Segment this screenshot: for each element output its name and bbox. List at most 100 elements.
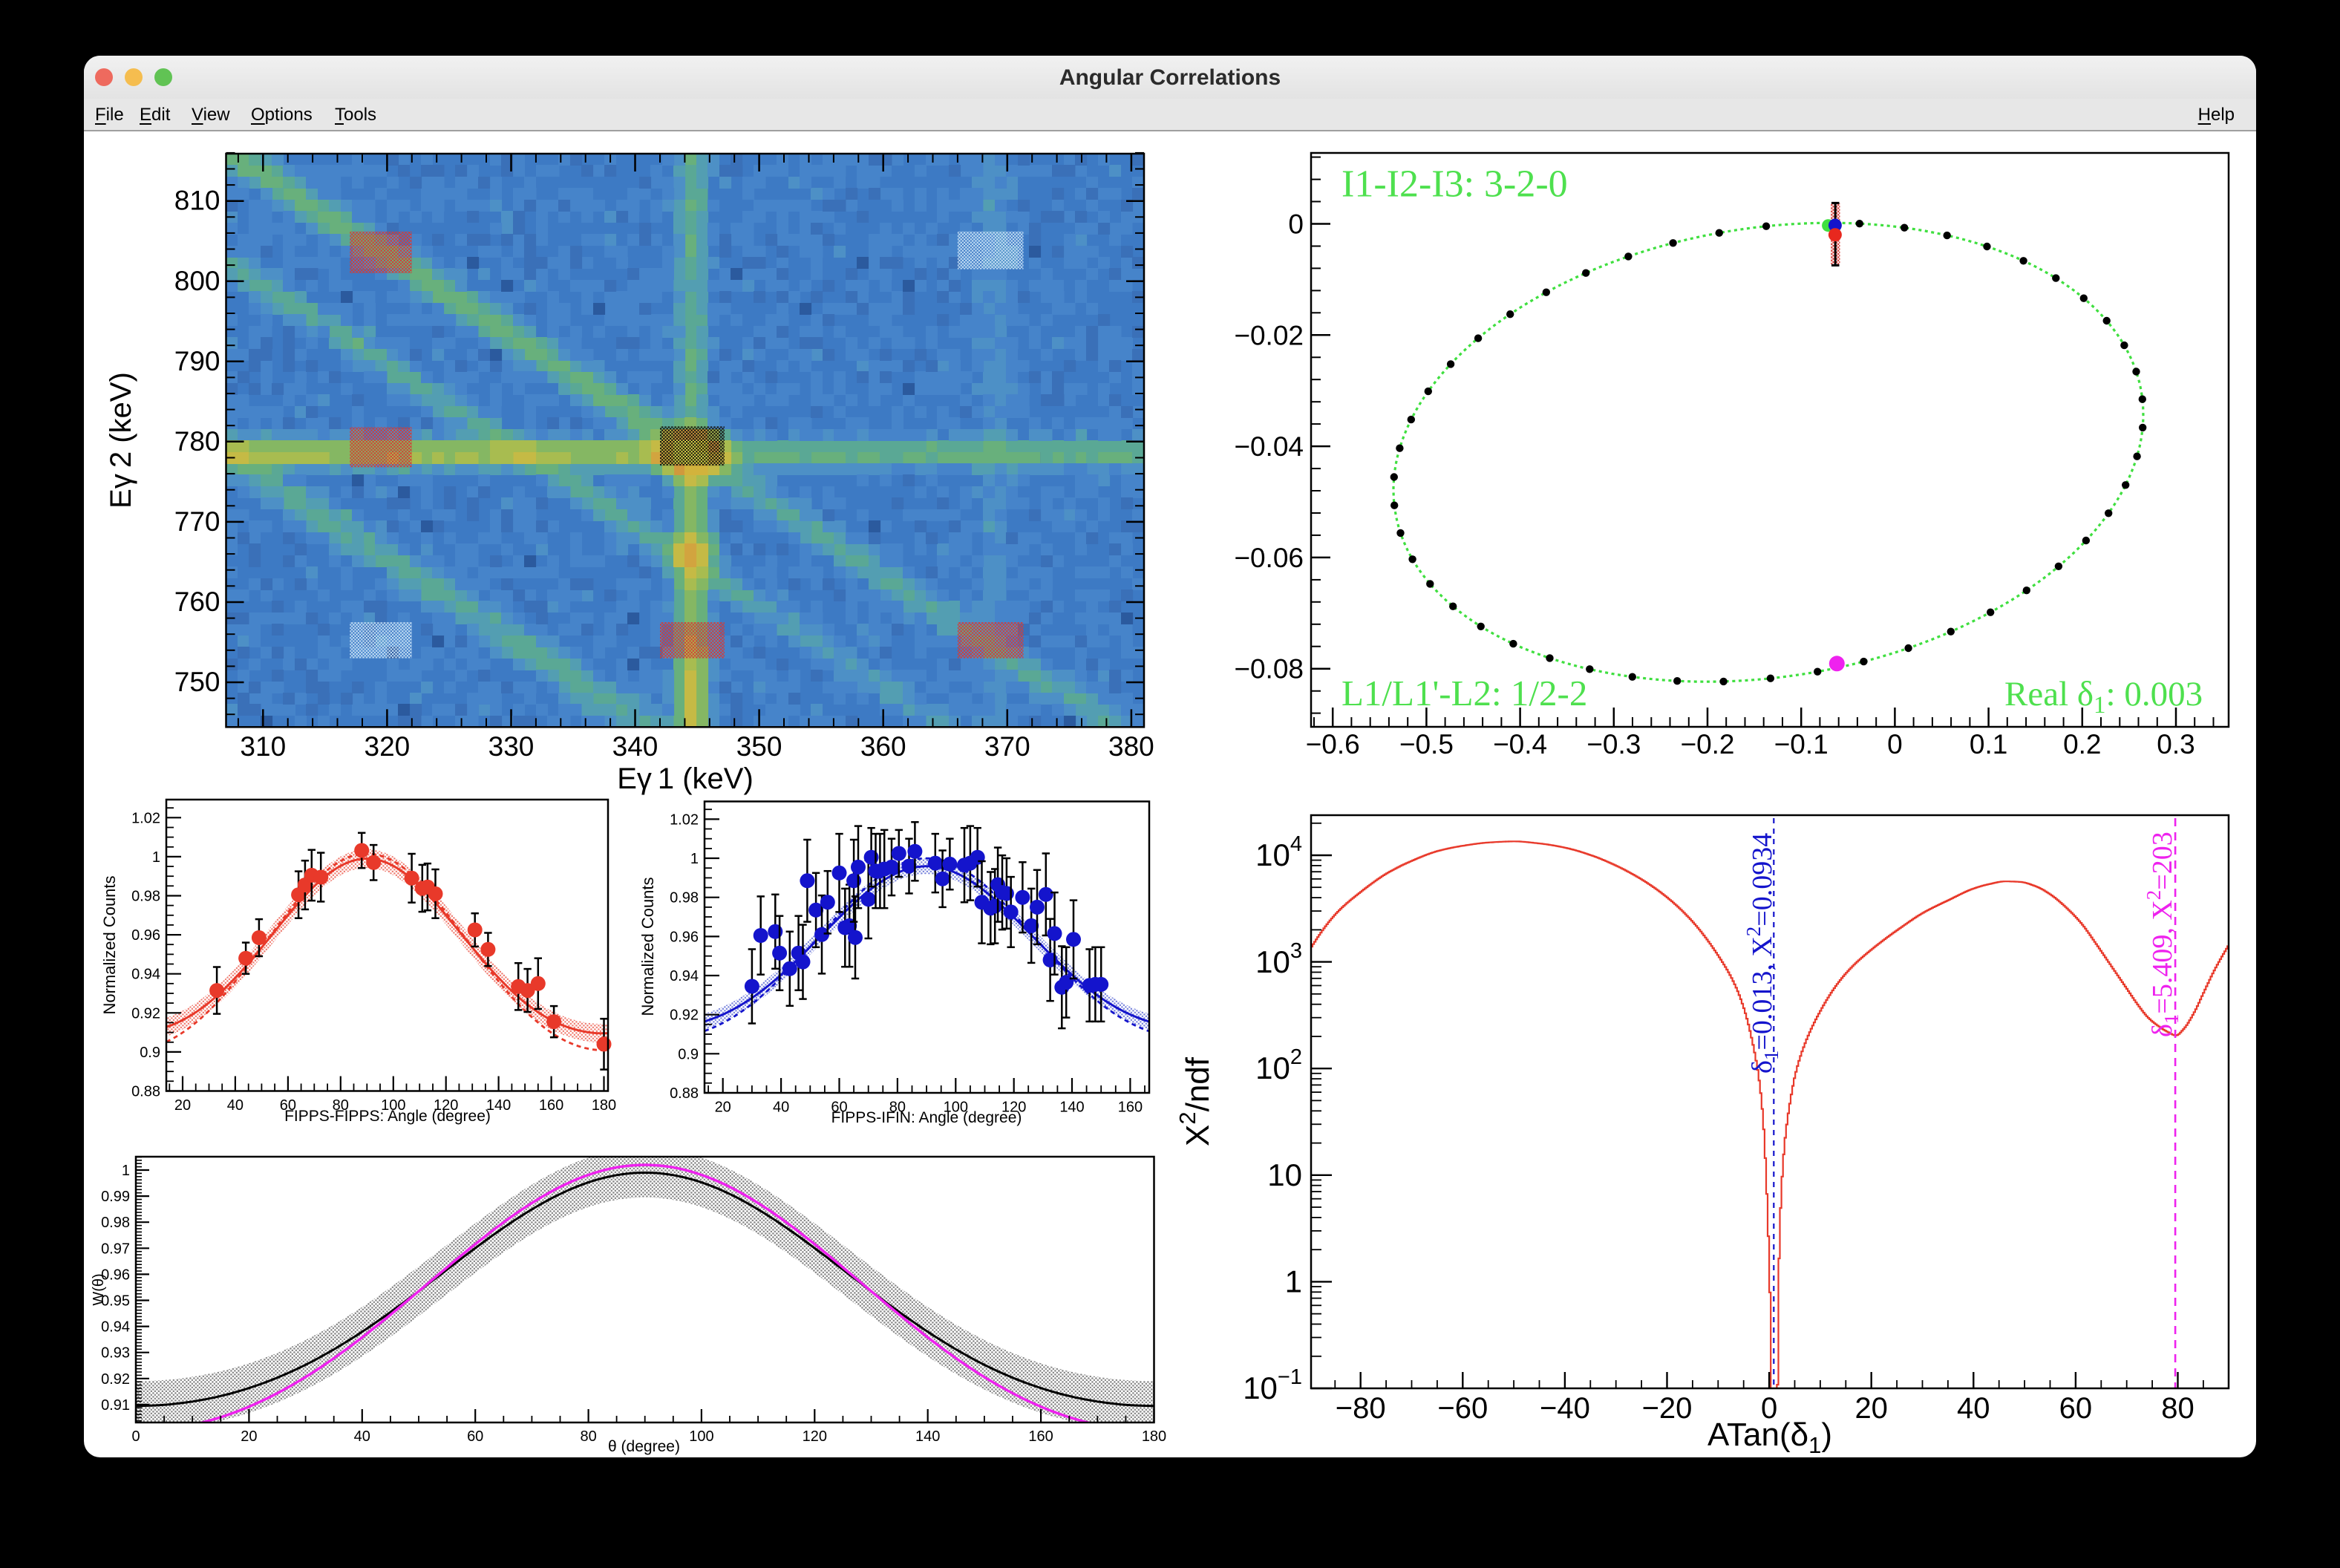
svg-text:1.02: 1.02 <box>131 810 160 826</box>
svg-text:0.9: 0.9 <box>140 1045 160 1061</box>
svg-text:−80: −80 <box>1336 1392 1386 1425</box>
svg-text:0.88: 0.88 <box>670 1085 699 1102</box>
svg-text:θ (degree): θ (degree) <box>608 1438 680 1455</box>
svg-text:370: 370 <box>984 731 1030 762</box>
svg-text:140: 140 <box>915 1428 940 1445</box>
svg-text:1: 1 <box>690 851 699 867</box>
svg-text:760: 760 <box>174 587 220 617</box>
svg-text:0: 0 <box>1887 729 1903 760</box>
svg-text:20: 20 <box>715 1100 731 1116</box>
svg-text:102: 102 <box>1255 1045 1302 1085</box>
svg-text:Normalized Counts: Normalized Counts <box>100 875 119 1014</box>
svg-text:160: 160 <box>1028 1428 1053 1445</box>
svg-text:0.96: 0.96 <box>670 929 699 945</box>
svg-text:−0.5: −0.5 <box>1399 729 1454 760</box>
svg-text:0.1: 0.1 <box>1970 729 2007 760</box>
svg-text:770: 770 <box>174 506 220 537</box>
svg-text:810: 810 <box>174 186 220 216</box>
svg-text:0.94: 0.94 <box>101 1319 130 1336</box>
svg-text:0: 0 <box>1761 1392 1777 1425</box>
svg-text:0.96: 0.96 <box>131 927 160 944</box>
svg-text:0.92: 0.92 <box>670 1007 699 1024</box>
svg-text:0.94: 0.94 <box>131 967 160 983</box>
svg-text:310: 310 <box>240 731 286 762</box>
svg-text:380: 380 <box>1108 731 1154 762</box>
svg-text:320: 320 <box>365 731 411 762</box>
svg-text:160: 160 <box>1118 1100 1143 1116</box>
svg-text:FIPPS-FIPPS: Angle (degree): FIPPS-FIPPS: Angle (degree) <box>284 1108 491 1125</box>
svg-text:0.97: 0.97 <box>101 1241 130 1257</box>
svg-text:0.96: 0.96 <box>101 1267 130 1283</box>
svg-text:80: 80 <box>889 1100 906 1116</box>
svg-text:80: 80 <box>333 1097 349 1114</box>
svg-text:40: 40 <box>227 1097 244 1114</box>
svg-text:790: 790 <box>174 346 220 376</box>
svg-text:1.02: 1.02 <box>670 811 699 828</box>
svg-text:0.88: 0.88 <box>131 1084 160 1100</box>
svg-text:104: 104 <box>1255 832 1302 872</box>
svg-text:40: 40 <box>1957 1392 1990 1425</box>
svg-text:780: 780 <box>174 426 220 457</box>
svg-text:−0.02: −0.02 <box>1234 320 1304 350</box>
svg-text:−0.06: −0.06 <box>1234 543 1304 573</box>
svg-text:350: 350 <box>736 731 782 762</box>
svg-text:FIPPS-IFIN: Angle (degree): FIPPS-IFIN: Angle (degree) <box>831 1109 1022 1126</box>
svg-text:0.91: 0.91 <box>101 1397 130 1414</box>
svg-text:1: 1 <box>1285 1264 1302 1298</box>
svg-text:40: 40 <box>773 1100 789 1116</box>
svg-text:−0.1: −0.1 <box>1774 729 1828 760</box>
svg-text:L1/L1'-L2: 1/2-2: L1/L1'-L2: 1/2-2 <box>1341 673 1587 713</box>
svg-text:W(θ): W(θ) <box>91 1273 107 1305</box>
svg-text:δ1=0.013, X2=0.0934: δ1=0.013, X2=0.0934 <box>1742 833 1782 1074</box>
svg-text:Normalized Counts: Normalized Counts <box>638 877 657 1016</box>
svg-text:340: 340 <box>612 731 658 762</box>
svg-text:Real δ1: 0.003: Real δ1: 0.003 <box>2004 675 2203 719</box>
svg-text:0: 0 <box>1288 209 1304 240</box>
svg-text:140: 140 <box>1059 1100 1084 1116</box>
svg-text:I1-I2-I3: 3-2-0: I1-I2-I3: 3-2-0 <box>1341 163 1568 206</box>
svg-text:10−1: 10−1 <box>1243 1365 1302 1405</box>
svg-text:−40: −40 <box>1540 1392 1590 1425</box>
svg-text:60: 60 <box>280 1097 296 1114</box>
svg-text:0.95: 0.95 <box>101 1293 130 1310</box>
svg-text:120: 120 <box>1001 1100 1026 1116</box>
svg-text:120: 120 <box>803 1428 827 1445</box>
svg-text:750: 750 <box>174 667 220 697</box>
svg-text:0: 0 <box>131 1428 140 1445</box>
svg-text:100: 100 <box>944 1100 968 1116</box>
svg-text:180: 180 <box>1142 1428 1166 1445</box>
svg-text:1: 1 <box>122 1163 130 1179</box>
svg-text:ATan(δ1): ATan(δ1) <box>1707 1417 1832 1458</box>
svg-text:180: 180 <box>592 1097 616 1114</box>
svg-text:δ1=5.409, X2=203: δ1=5.409, X2=203 <box>2143 832 2183 1037</box>
svg-text:−0.04: −0.04 <box>1234 431 1304 462</box>
svg-text:0.92: 0.92 <box>101 1371 130 1388</box>
svg-text:10: 10 <box>1267 1157 1302 1192</box>
svg-text:100: 100 <box>381 1097 405 1114</box>
svg-text:360: 360 <box>860 731 906 762</box>
svg-text:80: 80 <box>2161 1392 2194 1425</box>
svg-text:0.92: 0.92 <box>131 1005 160 1022</box>
svg-text:−0.2: −0.2 <box>1680 729 1734 760</box>
svg-text:0.98: 0.98 <box>101 1215 130 1231</box>
svg-text:103: 103 <box>1255 939 1302 979</box>
svg-text:1: 1 <box>152 849 160 866</box>
svg-text:−0.08: −0.08 <box>1234 654 1304 685</box>
svg-text:20: 20 <box>1854 1392 1888 1425</box>
svg-text:160: 160 <box>539 1097 563 1114</box>
svg-text:20: 20 <box>174 1097 191 1114</box>
svg-text:0.9: 0.9 <box>678 1046 699 1062</box>
svg-text:0.3: 0.3 <box>2157 729 2194 760</box>
svg-text:0.98: 0.98 <box>131 889 160 905</box>
svg-text:100: 100 <box>689 1428 713 1445</box>
svg-text:Eγ 2 (keV): Eγ 2 (keV) <box>105 372 137 509</box>
svg-text:80: 80 <box>580 1428 596 1445</box>
svg-text:60: 60 <box>2059 1392 2093 1425</box>
svg-text:140: 140 <box>486 1097 511 1114</box>
svg-text:−20: −20 <box>1642 1392 1693 1425</box>
svg-text:60: 60 <box>831 1100 847 1116</box>
svg-text:Eγ 1 (keV): Eγ 1 (keV) <box>617 762 754 795</box>
svg-text:330: 330 <box>488 731 535 762</box>
svg-text:−0.4: −0.4 <box>1493 729 1547 760</box>
svg-text:20: 20 <box>241 1428 257 1445</box>
